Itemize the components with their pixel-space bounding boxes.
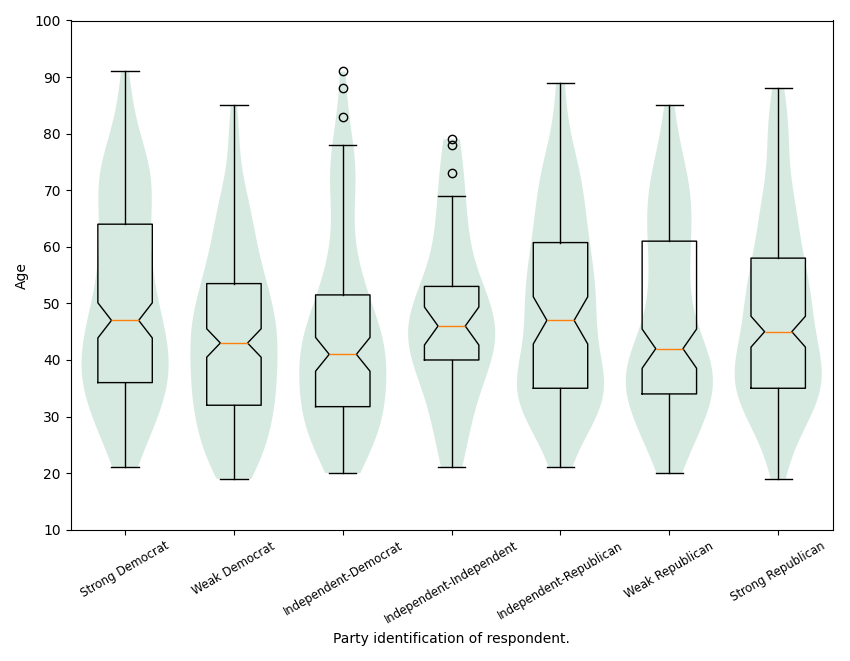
- Y-axis label: Age: Age: [15, 262, 29, 289]
- X-axis label: Party identification of respondent.: Party identification of respondent.: [333, 632, 570, 646]
